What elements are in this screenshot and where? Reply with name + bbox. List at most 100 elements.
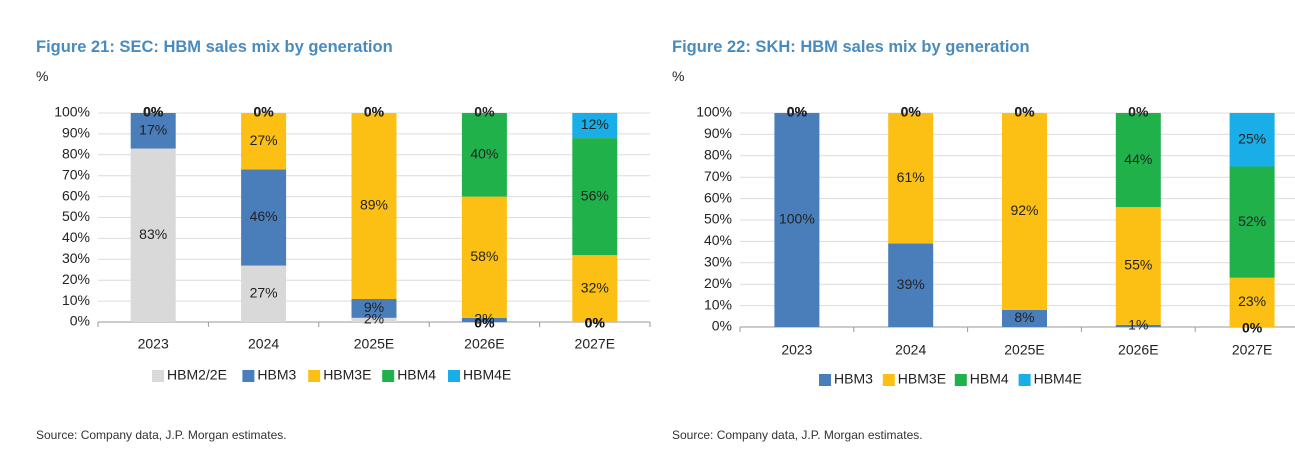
legend-swatch <box>448 370 460 382</box>
data-label: 0% <box>1014 104 1035 120</box>
y-tick-label: 70% <box>704 168 732 184</box>
chart-title: Figure 21: SEC: HBM sales mix by generat… <box>36 38 393 56</box>
data-label: 55% <box>1124 257 1152 273</box>
data-label: 2% <box>474 311 494 327</box>
bar-hbm3-2025e <box>1002 309 1047 327</box>
data-label: 44% <box>1124 151 1152 167</box>
legend-swatch <box>382 370 395 382</box>
skh-stacked-bar-chart: 0%10%20%30%40%50%60%70%80%90%100%100%0%0… <box>696 104 1295 387</box>
bar-hbm3e-2025e <box>1002 113 1047 310</box>
legend-entry: HBM4 <box>397 367 436 383</box>
data-label: 9% <box>364 299 384 315</box>
bar-series <box>774 113 1275 327</box>
source-note: Source: Company data, J.P. Morgan estima… <box>36 428 287 442</box>
x-tick-label: 2024 <box>895 342 926 358</box>
y-axis-ticks: 0% 10% 20% 30% 40% 50% 60% 70% 80% 90% 100% <box>696 104 732 334</box>
bar-hbm4-2027e <box>572 138 618 256</box>
legend-swatch <box>882 374 895 386</box>
data-label: 92% <box>1010 202 1038 218</box>
bar-hbm3e-2027e <box>1229 277 1275 327</box>
y-tick-label: 20% <box>62 271 90 287</box>
bar-hbm3e-2024 <box>241 113 287 170</box>
y-tick-label: 10% <box>62 292 90 308</box>
x-tick-label: 2027E <box>1232 342 1272 358</box>
bar-hbm3e-2027e <box>572 255 618 322</box>
y-tick-label: 100% <box>696 104 732 120</box>
sec-stacked-bar-chart: 0%10%20%30%40%50%60%70%80%90%100%83%17%0… <box>54 104 651 383</box>
legend-entry: HBM2/2E <box>167 367 227 383</box>
data-label: 1% <box>1128 317 1148 333</box>
legend-swatch <box>242 370 255 382</box>
data-label: 0% <box>787 104 808 120</box>
data-label: 0% <box>143 104 164 120</box>
y-tick-label: 20% <box>704 275 732 291</box>
y-tick-label: 90% <box>62 125 90 141</box>
data-label: 0% <box>474 315 495 331</box>
legend-entry: HBM3E <box>898 371 946 387</box>
data-label: 46% <box>250 208 278 224</box>
y-tick-label: 60% <box>704 189 732 205</box>
bar-series <box>130 113 618 322</box>
data-labels: 83%17%0%0%0%27%46%27%0%0%2%9%89%0%0%0%2%… <box>139 104 609 331</box>
bar-hbm3e-2026e <box>461 196 507 318</box>
chart-panel-skh: Figure 22: SKH: HBM sales mix by generat… <box>662 0 1295 467</box>
data-label: 0% <box>585 315 606 331</box>
bar-hbm4-2026e <box>1115 113 1161 208</box>
data-label: 0% <box>1128 104 1149 120</box>
data-label: 0% <box>364 104 385 120</box>
bar-hbm3-2023 <box>130 113 176 149</box>
y-tick-label: 0% <box>712 318 732 334</box>
x-tick-label: 2024 <box>248 336 279 352</box>
y-tick-label: 0% <box>70 313 90 329</box>
x-tick-label: 2025E <box>1004 342 1044 358</box>
data-label: 40% <box>470 146 498 162</box>
y-tick-label: 10% <box>704 296 732 312</box>
y-tick-label: 30% <box>704 254 732 270</box>
x-tick-label: 2025E <box>354 336 394 352</box>
data-label: 39% <box>897 276 925 292</box>
data-labels: 100%0%0%0%39%61%0%0%8%92%0%0%1%55%44%0%0… <box>779 104 1266 336</box>
legend-entry: HBM4 <box>970 371 1009 387</box>
data-label: 0% <box>143 104 164 120</box>
chart-title: Figure 22: SKH: HBM sales mix by generat… <box>672 38 1030 56</box>
legend-entry: HBM4E <box>463 367 511 383</box>
data-label: 17% <box>139 121 167 137</box>
bar-hbm3-2024 <box>241 169 287 266</box>
x-tick-label: 2027E <box>575 336 615 352</box>
bar-hbm3e-2025e <box>351 113 397 300</box>
bar-hbm3-2024 <box>888 243 934 327</box>
data-label: 27% <box>250 284 278 300</box>
y-axis-unit: % <box>672 68 685 84</box>
bar-hbm3e-2026e <box>1115 207 1161 325</box>
y-tick-label: 60% <box>62 187 90 203</box>
legend-swatch <box>1018 374 1031 386</box>
bar-hbm3-2026e <box>461 317 507 322</box>
y-axis-unit: % <box>36 68 49 84</box>
legend-entry: HBM3E <box>323 367 371 383</box>
data-label: 12% <box>581 116 609 132</box>
data-label: 61% <box>897 169 925 185</box>
y-tick-label: 70% <box>62 166 90 182</box>
legend: HBM3 HBM3E HBM4 HBM4E <box>819 371 1082 387</box>
legend-swatch <box>308 370 321 382</box>
legend-entry: HBM3 <box>834 371 873 387</box>
data-label: 0% <box>787 104 808 120</box>
y-tick-label: 50% <box>704 211 732 227</box>
legend-swatch <box>819 374 831 386</box>
data-label: 56% <box>581 187 609 203</box>
data-label: 100% <box>779 211 815 227</box>
data-label: 8% <box>1014 309 1034 325</box>
y-tick-label: 40% <box>62 229 90 245</box>
data-label: 52% <box>1238 213 1266 229</box>
legend-entry: HBM3 <box>257 367 296 383</box>
data-label: 0% <box>364 104 385 120</box>
data-label: 25% <box>1238 130 1266 146</box>
source-note: Source: Company data, J.P. Morgan estima… <box>672 428 923 442</box>
y-tick-label: 100% <box>54 104 90 120</box>
x-tick-label: 2026E <box>1118 342 1158 358</box>
data-label: 0% <box>1242 320 1263 336</box>
y-axis-ticks: 0% 10% 20% 30% 40% 50% 60% 70% 80% 90% 100% <box>54 104 90 329</box>
x-tick-label: 2023 <box>781 342 812 358</box>
bar-hbm4e-2027e <box>572 113 618 139</box>
data-label: 0% <box>253 104 274 120</box>
